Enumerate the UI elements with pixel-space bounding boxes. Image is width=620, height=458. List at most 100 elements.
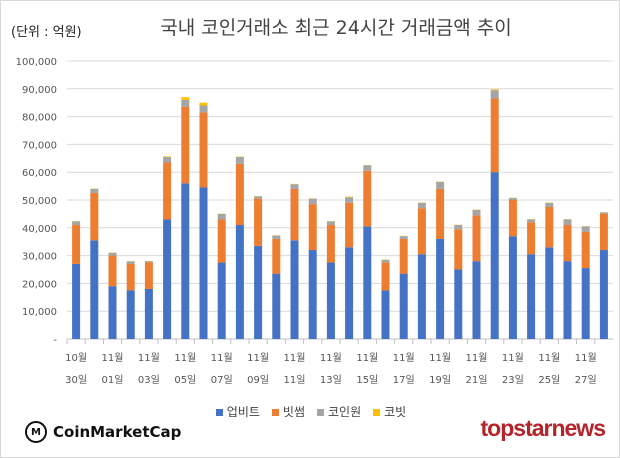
bar-segment-코인원 xyxy=(217,213,226,220)
bar-segment-코인원 xyxy=(345,197,354,203)
x-tick-label: 21일 xyxy=(466,374,488,386)
bar-segment-빗썸 xyxy=(581,231,590,269)
legend-item: 코빗 xyxy=(373,403,406,420)
legend-swatch xyxy=(215,409,223,416)
x-tick-label: 10월 xyxy=(65,352,87,364)
coinmarketcap-logo: M CoinMarketCap xyxy=(25,421,181,443)
bar-segment-코인원 xyxy=(272,235,281,239)
bar-segment-코인원 xyxy=(436,181,445,189)
y-tick-label: 10,000 xyxy=(22,307,57,318)
bar-segment-코인원 xyxy=(290,184,299,189)
y-tick-label: 90,000 xyxy=(22,85,57,96)
y-tick-label: 40,000 xyxy=(22,224,57,235)
x-tick-label: 23일 xyxy=(502,374,524,386)
bar-segment-빗썸 xyxy=(235,163,244,226)
bar-segment-빗썸 xyxy=(272,238,281,274)
bar-segment-코빗 xyxy=(490,89,499,91)
x-tick-label: 25일 xyxy=(538,374,560,386)
bar-segment-코인원 xyxy=(235,156,244,164)
bar-segment-코빗 xyxy=(345,196,354,198)
bar-segment-업비트 xyxy=(254,245,263,339)
bar-segment-빗썸 xyxy=(545,206,554,248)
x-tick-label: 17일 xyxy=(393,374,415,386)
bar-segment-코인원 xyxy=(563,219,572,226)
x-tick-label: 11월 xyxy=(211,352,233,364)
bar-segment-빗썸 xyxy=(290,188,299,241)
bar-segment-업비트 xyxy=(72,263,81,339)
legend-label: 빗썸 xyxy=(282,405,305,419)
bar-segment-코인원 xyxy=(326,221,335,226)
bar-segment-빗썸 xyxy=(399,238,408,274)
bar-segment-코인원 xyxy=(254,196,263,199)
legend-label: 업비트 xyxy=(226,405,260,419)
bar-segment-업비트 xyxy=(290,240,299,339)
x-tick-label: 13일 xyxy=(320,374,342,386)
bar-segment-빗썸 xyxy=(163,162,172,220)
bar-segment-업비트 xyxy=(436,238,445,339)
bar-segment-코인원 xyxy=(199,105,208,113)
bar-segment-업비트 xyxy=(527,254,536,339)
bar-segment-코인원 xyxy=(108,252,117,256)
bar-segment-업비트 xyxy=(581,268,590,339)
bar-segment-업비트 xyxy=(126,290,135,339)
bar-segment-코인원 xyxy=(308,198,317,205)
bar-segment-업비트 xyxy=(381,290,390,339)
bar-segment-코인원 xyxy=(545,202,554,207)
y-tick-label: 70,000 xyxy=(22,140,57,151)
bar-segment-업비트 xyxy=(181,183,190,339)
x-tick-label: 11월 xyxy=(320,352,342,364)
legend-swatch xyxy=(373,409,381,416)
bar-segment-업비트 xyxy=(417,254,426,339)
x-tick-label: 09일 xyxy=(247,374,269,386)
bar-segment-빗썸 xyxy=(254,198,263,246)
legend-item: 코인원 xyxy=(317,403,361,420)
chart-title: 국내 코인거래소 최근 24시간 거래금액 추이 xyxy=(160,17,512,39)
bar-segment-업비트 xyxy=(163,219,172,339)
bar-segment-빗썸 xyxy=(436,188,445,239)
bar-segment-업비트 xyxy=(272,273,281,339)
bar-segment-빗썸 xyxy=(381,262,390,291)
x-tick-label: 11월 xyxy=(502,352,524,364)
y-tick-label: 100,000 xyxy=(16,57,57,68)
y-tick-label: - xyxy=(53,335,57,346)
bar-segment-빗썸 xyxy=(527,222,536,255)
x-tick-label: 11월 xyxy=(538,352,560,364)
x-tick-label: 03일 xyxy=(138,374,160,386)
y-tick-label: 20,000 xyxy=(22,279,57,290)
bar-segment-빗썸 xyxy=(108,255,117,287)
bar-segment-업비트 xyxy=(399,273,408,339)
bar-segment-업비트 xyxy=(563,261,572,339)
x-tick-label: 11월 xyxy=(575,352,597,364)
coinmarketcap-icon: M xyxy=(25,421,47,443)
bar-segment-코인원 xyxy=(90,188,99,194)
bar-segment-업비트 xyxy=(308,250,317,339)
bar-segment-업비트 xyxy=(90,240,99,339)
bar-segment-코인원 xyxy=(417,202,426,209)
x-tick-label: 11월 xyxy=(356,352,378,364)
bar-segment-빗썸 xyxy=(345,202,354,248)
x-tick-label: 11월 xyxy=(284,352,306,364)
bar-segment-코인원 xyxy=(454,225,463,230)
bar-segment-빗썸 xyxy=(126,263,135,291)
bar-segment-빗썸 xyxy=(72,225,81,264)
legend: 업비트 빗썸 코인원 코빗 xyxy=(1,403,619,420)
x-tick-label: 11월 xyxy=(174,352,196,364)
bar-segment-빗썸 xyxy=(417,208,426,255)
legend-label: 코빗 xyxy=(384,405,407,419)
x-tick-label: 05일 xyxy=(174,374,196,386)
bar-segment-업비트 xyxy=(490,172,499,339)
bar-segment-코빗 xyxy=(181,97,190,100)
bar-segment-코인원 xyxy=(72,221,81,226)
bar-segment-코빗 xyxy=(163,156,172,157)
x-tick-label: 11월 xyxy=(466,352,488,364)
bar-segment-코인원 xyxy=(581,226,590,232)
bar-segment-업비트 xyxy=(108,286,117,339)
x-tick-label: 11월 xyxy=(393,352,415,364)
bar-segment-빗썸 xyxy=(144,262,153,289)
bar-segment-빗썸 xyxy=(181,106,190,184)
x-tick-label: 11월 xyxy=(102,352,124,364)
bar-segment-빗썸 xyxy=(508,200,517,237)
bar-segment-빗썸 xyxy=(90,193,99,241)
bar-segment-코인원 xyxy=(363,165,372,171)
bar-segment-빗썸 xyxy=(563,225,572,262)
